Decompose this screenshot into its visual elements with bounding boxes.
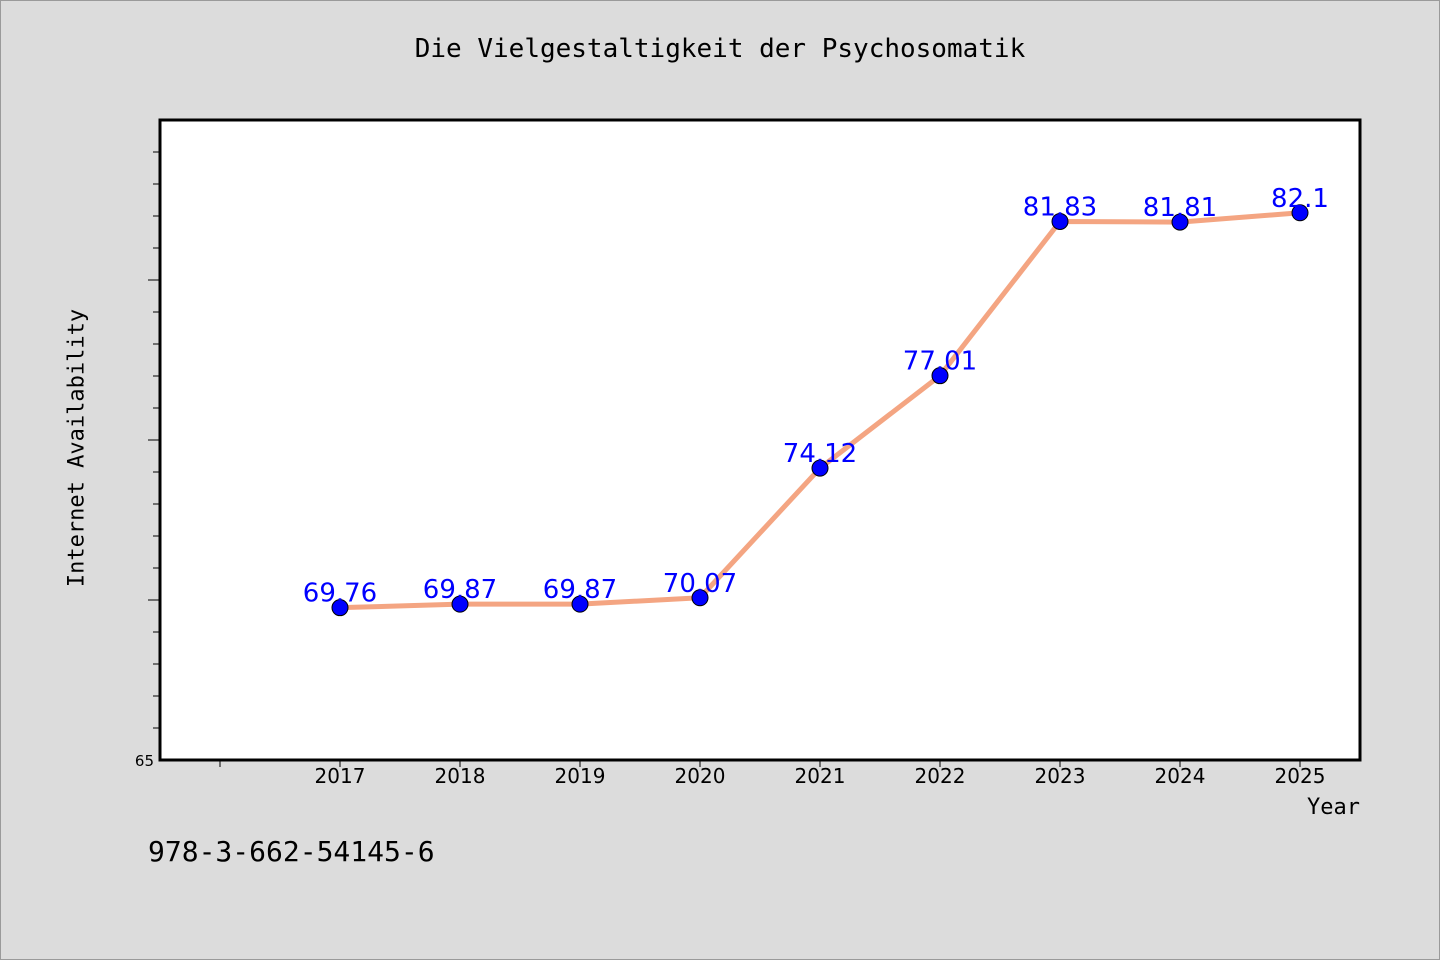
data-point bbox=[1171, 213, 1189, 231]
data-point bbox=[331, 599, 349, 617]
data-label: 69.87 bbox=[543, 575, 617, 605]
x-tick-label: 2018 bbox=[435, 764, 486, 788]
plot-frame bbox=[158, 118, 1362, 762]
data-point bbox=[811, 459, 829, 477]
x-tick-label: 2025 bbox=[1275, 764, 1326, 788]
x-tick-label: 2017 bbox=[315, 764, 366, 788]
data-point bbox=[691, 589, 709, 607]
x-tick-label: 2019 bbox=[555, 764, 606, 788]
data-point bbox=[1291, 204, 1309, 222]
x-tick-label: 2024 bbox=[1155, 764, 1206, 788]
data-label: 81.83 bbox=[1023, 192, 1097, 222]
data-label: 82.1 bbox=[1271, 184, 1329, 214]
x-tick-label: 2023 bbox=[1035, 764, 1086, 788]
data-label: 70.07 bbox=[663, 569, 737, 599]
data-label: 74.12 bbox=[783, 439, 857, 469]
x-tick-label: 2020 bbox=[675, 764, 726, 788]
chart-title: Die Vielgestaltigkeit der Psychosomatik bbox=[414, 34, 1026, 64]
data-point bbox=[451, 595, 469, 613]
data-point bbox=[931, 367, 949, 385]
y-tick-label: 65 bbox=[135, 752, 154, 770]
data-point bbox=[1051, 212, 1069, 230]
data-label: 81.81 bbox=[1143, 193, 1217, 223]
x-axis-label: Year bbox=[1307, 795, 1360, 820]
x-tick-label: 2022 bbox=[915, 764, 966, 788]
data-label: 77.01 bbox=[903, 347, 977, 377]
data-point bbox=[571, 595, 589, 613]
x-tick-label: 2021 bbox=[795, 764, 846, 788]
data-label: 69.76 bbox=[303, 579, 377, 609]
data-label: 69.87 bbox=[423, 575, 497, 605]
isbn-footer: 978-3-662-54145-6 bbox=[148, 835, 435, 868]
